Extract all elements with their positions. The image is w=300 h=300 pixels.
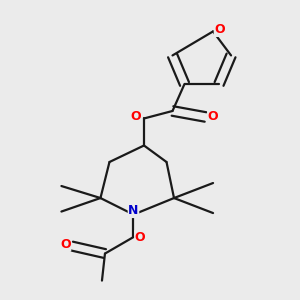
Text: O: O — [60, 238, 70, 251]
Text: O: O — [130, 110, 141, 123]
Text: O: O — [214, 23, 225, 36]
Text: O: O — [135, 231, 146, 244]
Text: N: N — [128, 204, 139, 218]
Text: O: O — [208, 110, 218, 124]
